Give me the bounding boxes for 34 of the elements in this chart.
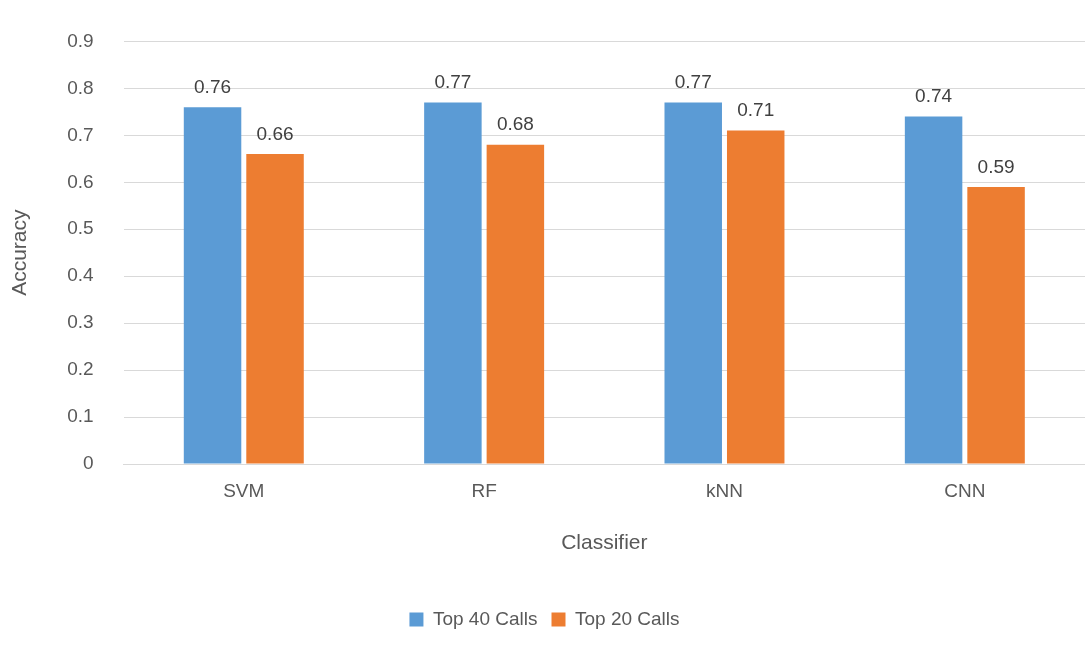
y-tick-label: 0.7	[67, 123, 94, 145]
data-label: 0.71	[737, 99, 775, 121]
bar	[967, 186, 1025, 464]
data-label: 0.77	[434, 71, 472, 93]
bar	[664, 102, 722, 464]
legend-label: Top 20 Calls	[575, 607, 680, 629]
data-label: 0.59	[977, 155, 1015, 177]
data-label: 0.74	[915, 85, 953, 107]
y-tick-label: 0.1	[67, 405, 94, 427]
bar	[183, 107, 242, 464]
data-label: 0.66	[256, 122, 294, 144]
bar	[726, 130, 785, 464]
data-label: 0.76	[194, 75, 232, 97]
y-tick-label: 0.8	[67, 76, 94, 98]
data-label: 0.77	[674, 71, 712, 93]
x-tick-label: SVM	[223, 479, 265, 501]
bar	[424, 102, 482, 464]
x-axis-title: Classifier	[561, 530, 648, 554]
x-tick-label: CNN	[944, 479, 986, 501]
bar	[246, 154, 304, 464]
y-tick-label: 0.4	[67, 264, 95, 286]
y-tick-label: 0.6	[67, 170, 94, 192]
x-tick-label: RF	[471, 479, 497, 501]
bar	[486, 144, 545, 464]
data-label: 0.68	[496, 113, 534, 135]
bar	[904, 116, 963, 464]
y-tick-label: 0.9	[67, 29, 94, 51]
y-tick-label: 0.5	[67, 217, 94, 239]
y-tick-label: 0.2	[67, 358, 94, 380]
y-axis-title: Accuracy	[7, 209, 31, 296]
x-tick-label: kNN	[706, 479, 743, 501]
legend-label: Top 40 Calls	[432, 607, 538, 629]
y-tick-label: 0.3	[67, 311, 94, 333]
y-tick-label: 0	[83, 452, 94, 474]
